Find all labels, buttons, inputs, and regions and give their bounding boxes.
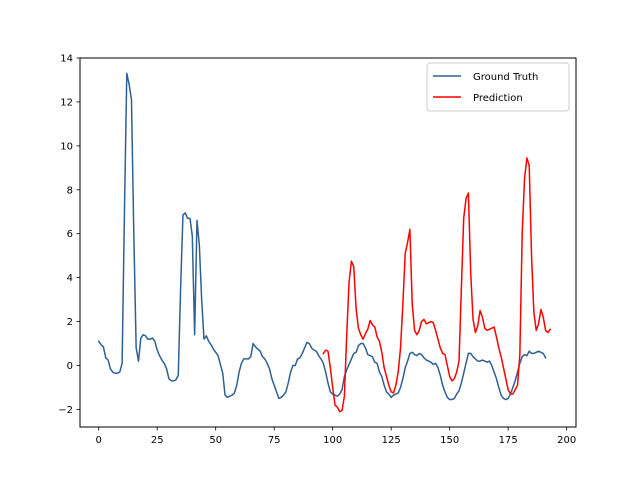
x-tick-label: 125: [382, 435, 401, 446]
x-tick-label: 25: [151, 435, 164, 446]
y-tick-label: 4: [67, 273, 73, 284]
y-tick-label: 14: [60, 54, 73, 65]
legend: Ground Truth Prediction: [426, 62, 570, 112]
plot-lines: [97, 72, 552, 413]
y-tick-label: −2: [58, 405, 73, 416]
x-tick-label: 200: [557, 435, 576, 446]
legend-label-prediction: Prediction: [473, 93, 523, 104]
plot-frame: [79, 57, 577, 428]
y-tick-label: 6: [67, 229, 73, 240]
legend-label-ground-truth: Ground Truth: [473, 72, 538, 83]
y-tick-label: 2: [67, 317, 73, 328]
legend-box: [426, 62, 570, 112]
y-tick-label: 12: [60, 97, 73, 108]
y-tick-label: 8: [67, 185, 73, 196]
x-tick-label: 0: [96, 435, 102, 446]
x-tick-label: 175: [499, 435, 518, 446]
y-tick-label: 0: [67, 361, 73, 372]
series-line-ground-truth: [97, 72, 547, 401]
series-line-prediction: [322, 157, 552, 413]
x-tick-label: 50: [209, 435, 222, 446]
y-axis: −2 0 2 4 6 8 10 12 14: [58, 54, 80, 416]
x-tick-label: 100: [323, 435, 342, 446]
x-tick-label: 75: [268, 435, 281, 446]
x-axis: 0 25 50 75 100 125 150 175 200: [96, 427, 576, 446]
x-tick-label: 150: [440, 435, 459, 446]
y-tick-label: 10: [60, 141, 73, 152]
